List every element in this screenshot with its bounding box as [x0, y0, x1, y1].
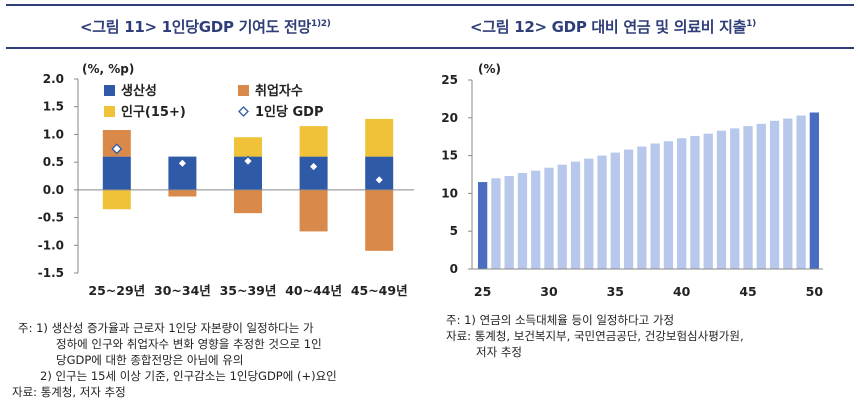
legend-gdp-per-capita-swatch: [238, 106, 249, 117]
population-bar: [102, 189, 131, 210]
spending-bar: [783, 118, 793, 269]
legend-productivity-swatch: [104, 85, 115, 96]
left-y-tick-label: -0.5: [38, 211, 64, 225]
left-x-tick-label: 30~34년: [154, 283, 211, 298]
spending-bar: [504, 176, 514, 269]
right-x-tick-label: 30: [540, 284, 558, 299]
population-bar: [234, 137, 262, 157]
right-y-tick-label: 5: [450, 224, 458, 238]
legend-productivity-label: 생산성: [121, 83, 157, 99]
left-chart-title-sup: 1)2): [311, 19, 331, 29]
legend-employed-swatch: [238, 85, 249, 96]
spending-bar: [610, 152, 620, 269]
spending-bar: [716, 130, 727, 269]
employed-bar: [234, 189, 262, 214]
employed-bar: [365, 189, 394, 251]
spending-bar: [677, 138, 687, 269]
spending-bar: [756, 123, 766, 270]
gdp-per-capita-marker: [242, 155, 254, 167]
right-chart-title: <그림 12> GDP 대비 연금 및 의료비 지출1): [470, 16, 756, 37]
left-note-3: 당GDP에 대한 종합전망은 아님에 유의: [56, 353, 244, 367]
spending-bar: [650, 143, 660, 269]
left-y-tick-label: 1.0: [43, 127, 64, 141]
gdp-per-capita-marker: [111, 143, 123, 155]
spending-bar: [531, 170, 541, 269]
right-x-tick-label: 35: [607, 284, 624, 299]
spending-bar: [743, 126, 753, 269]
spending-bar: [597, 155, 607, 269]
left-x-tick-label: 45~49년: [351, 283, 408, 298]
left-y-tick-label: -1.0: [38, 238, 64, 252]
left-x-tick-label: 40~44년: [285, 283, 342, 298]
spending-bar: [517, 172, 528, 269]
left-y-tick-label: -1.5: [38, 266, 64, 280]
right-x-tick-label: 40: [673, 284, 691, 299]
legend-employed-label: 취업자수: [255, 83, 303, 99]
left-y-tick-label: 1.5: [43, 100, 64, 114]
left-y-tick-label: 2.0: [43, 72, 64, 86]
right-y-tick-label: 20: [441, 111, 458, 125]
legend-population-swatch: [104, 106, 115, 117]
spending-bar: [769, 120, 780, 269]
spending-bar: [663, 141, 674, 269]
title-rule: [6, 47, 854, 49]
spending-bar: [557, 164, 567, 269]
left-chart-title-text: <그림 11> 1인당GDP 기여도 전망: [80, 18, 311, 36]
spending-bar: [544, 167, 554, 269]
right-chart-title-text: <그림 12> GDP 대비 연금 및 의료비 지출: [470, 18, 747, 36]
productivity-bar: [102, 156, 131, 190]
left-note-1: 주: 1) 생산성 증가율과 근로자 1인당 자본량이 일정하다는 가: [18, 321, 314, 335]
right-note-2: 자료: 통계청, 보건복지부, 국민연금공단, 건강보험심사평가원,: [446, 329, 744, 343]
legend-population-label: 인구(15+): [121, 104, 186, 120]
right-x-tick-label: 25: [474, 284, 491, 299]
spending-bar: [730, 128, 740, 269]
right-x-tick-label: 45: [739, 284, 756, 299]
gdp-per-capita-marker: [373, 174, 385, 186]
left-note-5: 자료: 통계청, 저자 추정: [12, 385, 126, 399]
left-note-2: 정하에 인구와 취업자수 변화 영향을 추정한 것으로 1인: [56, 337, 322, 351]
right-chart-title-sup: 1): [746, 19, 756, 29]
population-bar: [365, 118, 394, 157]
left-x-tick-label: 35~39년: [220, 283, 277, 298]
right-y-tick-label: 15: [441, 149, 458, 163]
right-y-unit-label: (%): [478, 62, 501, 76]
spending-bar: [809, 112, 820, 270]
spending-bar: [637, 146, 647, 269]
left-chart: (%, %p) 2.0 1.5 1.0 0.5 0.0 -0.5 -1.0 -1.5 25~29년…: [38, 62, 414, 298]
right-note-3: 저자 추정: [476, 345, 522, 359]
spending-bar: [623, 149, 634, 269]
spending-bar: [703, 133, 713, 269]
right-y-tick-label: 25: [441, 73, 458, 87]
spending-bar: [477, 182, 488, 269]
spending-bar: [584, 158, 594, 269]
left-y-tick-label: 0.0: [43, 183, 64, 197]
employed-bar: [168, 189, 197, 197]
population-bar: [299, 126, 328, 157]
gdp-per-capita-marker: [176, 157, 188, 169]
right-y-tick-label: 0: [450, 262, 458, 276]
left-y-tick-label: 0.5: [43, 155, 64, 169]
left-note-4: 2) 인구는 15세 이상 기준, 인구감소는 1인당GDP에 (+)요인: [40, 369, 337, 383]
left-chart-title: <그림 11> 1인당GDP 기여도 전망1)2): [80, 16, 331, 37]
gdp-per-capita-marker: [308, 161, 320, 172]
left-y-unit-label: (%, %p): [82, 62, 134, 76]
employed-bar: [299, 189, 328, 232]
right-y-tick-label: 10: [441, 186, 458, 200]
right-x-tick-label: 50: [806, 284, 824, 299]
spending-bar: [491, 178, 501, 269]
top-rule: [6, 4, 854, 6]
spending-bar: [690, 135, 700, 269]
spending-bar: [796, 115, 806, 269]
spending-bar: [570, 161, 581, 269]
legend-gdp-per-capita-label: 1인당 GDP: [255, 104, 323, 120]
right-note-1: 주: 1) 연금의 소득대체율 등이 일정하다고 가정: [446, 313, 675, 327]
left-x-tick-label: 25~29년: [88, 283, 145, 298]
